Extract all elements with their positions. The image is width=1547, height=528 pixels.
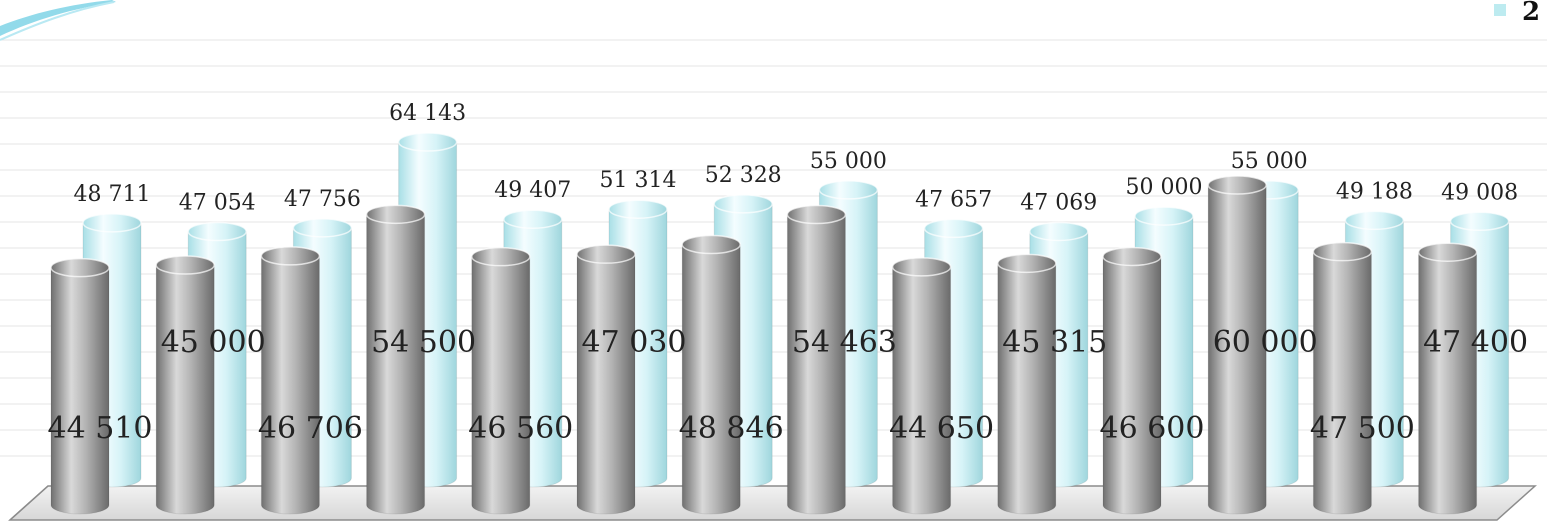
data-label-series2: 47 069 [1020,190,1097,215]
bar-series1-13 [1417,242,1478,515]
data-label-series2: 48 711 [74,182,151,207]
data-label-series1: 46 560 [468,411,573,446]
bar-series1-2 [260,246,321,515]
data-label-series2: 64 143 [389,101,466,126]
data-label-series2: 47 756 [284,187,361,212]
legend-label: 2 [1522,0,1540,27]
data-label-series1: 46 706 [258,411,363,446]
chart-axis-line [9,485,49,521]
data-label-series1: 44 650 [889,411,994,446]
data-label-series2: 51 314 [600,168,677,193]
data-label-series1: 47 400 [1423,325,1528,360]
data-label-series2: 55 000 [810,149,887,174]
bar-series1-11 [1207,175,1267,515]
bar-series1-12 [1312,241,1373,515]
bar-series1-8 [891,257,952,515]
data-label-series2: 50 000 [1126,175,1203,200]
data-label-series1: 46 600 [1100,411,1205,446]
data-label-series1: 45 315 [1002,325,1107,360]
legend-swatch [1494,4,1506,16]
bars-layer [50,132,1510,515]
data-label-series1: 44 510 [48,411,153,446]
bar-series1-4 [471,246,531,515]
bar-series1-7 [786,204,847,515]
chart-floor [8,485,1537,521]
accent-swoosh-line [0,1,115,41]
data-label-series1: 47 500 [1310,411,1415,446]
data-label-series1: 48 846 [679,411,784,446]
data-label-series1: 60 000 [1213,325,1318,360]
data-labels-layer: 48 711 47 054 47 756 64 143 49 407 51 314 52 3… [48,101,1529,446]
bar-series1-5 [576,244,636,515]
data-label-series2: 47 657 [915,187,992,212]
bar-series1-1 [155,255,215,515]
data-label-series2: 52 328 [705,163,782,188]
data-label-series2: 55 000 [1231,149,1308,174]
data-label-series1: 54 500 [371,325,476,360]
bar-series1-6 [681,234,741,515]
data-label-series1: 45 000 [161,325,266,360]
data-label-series1: 54 463 [792,325,897,360]
legend: 2 [1494,0,1540,27]
data-label-series2: 49 008 [1441,180,1518,205]
bar-series1-9 [997,253,1057,515]
bar-series1-3 [365,204,426,515]
data-label-series2: 49 188 [1336,179,1413,204]
bar-series1-0 [50,257,110,515]
data-label-series2: 47 054 [179,191,256,216]
data-label-series1: 47 030 [582,325,687,360]
bar-series1-10 [1102,246,1162,515]
data-label-series2: 49 407 [494,178,571,203]
